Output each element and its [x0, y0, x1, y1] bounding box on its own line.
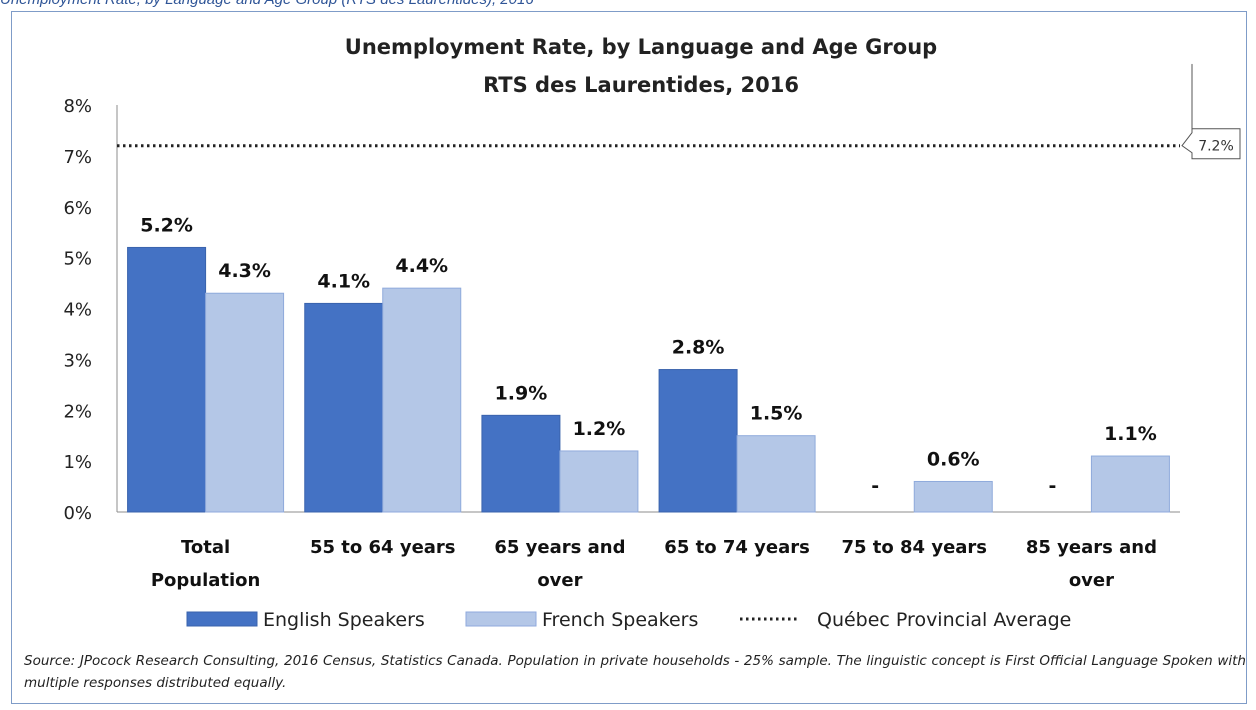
data-label: 0.6% [927, 448, 980, 470]
y-tick-label: 2% [63, 401, 92, 422]
y-tick-label: 5% [63, 249, 92, 270]
y-tick-label: 4% [63, 300, 92, 321]
data-label: 1.9% [495, 382, 548, 404]
plot-area: 0% 1% 2% 3% 4% 5% 6% 7% 8% 5.2% 4.3% Total Populatio… [63, 63, 1241, 591]
data-label: 4.3% [218, 260, 271, 282]
chart-title: Unemployment Rate, by Language and Age G… [345, 35, 937, 59]
source-note: Source: JPocock Research Consulting, 201… [24, 653, 1246, 691]
legend-label-english: English Speakers [263, 609, 425, 631]
bar-english [658, 369, 738, 513]
bar-english [481, 414, 561, 513]
x-category-label: over [1069, 570, 1114, 591]
y-tick-label: 7% [63, 147, 92, 168]
data-label: 1.5% [750, 403, 803, 425]
legend-label-french: French Speakers [542, 609, 698, 631]
x-category-label: Total [181, 537, 230, 558]
legend: English Speakers French Speakers Québec Pr… [186, 609, 1071, 631]
data-label: 5.2% [140, 214, 193, 236]
bar-french [559, 450, 639, 513]
bar-french [913, 480, 993, 513]
data-label: 1.2% [573, 418, 626, 440]
figure-caption: Unemployment Rate, by Language and Age G… [0, 0, 1256, 9]
bar-french [205, 292, 285, 513]
data-label: 1.1% [1104, 423, 1157, 445]
x-category-label: 55 to 64 years [310, 537, 456, 558]
y-tick-label: 3% [63, 350, 92, 371]
bar-french [736, 435, 816, 513]
legend-label-quebec: Québec Provincial Average [817, 609, 1071, 631]
data-label: 4.4% [395, 255, 448, 277]
bar-french [1090, 455, 1170, 513]
data-label: 2.8% [672, 337, 725, 359]
legend-swatch-french [465, 611, 537, 627]
y-tick-label: 6% [63, 198, 92, 219]
y-tick-label: 8% [63, 96, 92, 117]
data-label: - [1048, 475, 1056, 497]
x-category-label: 85 years and [1026, 537, 1157, 558]
reference-callout: 7.2% [1181, 63, 1241, 160]
bar-english [304, 302, 384, 513]
callout-box [1181, 63, 1241, 160]
y-tick-label: 1% [63, 452, 92, 473]
x-category-label: 65 to 74 years [664, 537, 810, 558]
bar-french [382, 287, 462, 513]
x-category-label: 75 to 84 years [841, 537, 987, 558]
data-label: - [871, 475, 879, 497]
legend-swatch-english [186, 611, 258, 627]
bar-english [127, 246, 207, 513]
callout-label: 7.2% [1198, 139, 1234, 155]
y-tick-label: 0% [63, 503, 92, 524]
x-category-label: over [537, 570, 582, 591]
x-category-label: 65 years and [494, 537, 625, 558]
chart-frame [11, 11, 1247, 704]
x-category-label: Population [151, 570, 261, 591]
chart-subtitle: RTS des Laurentides, 2016 [483, 73, 799, 97]
data-label: 4.1% [317, 270, 370, 292]
